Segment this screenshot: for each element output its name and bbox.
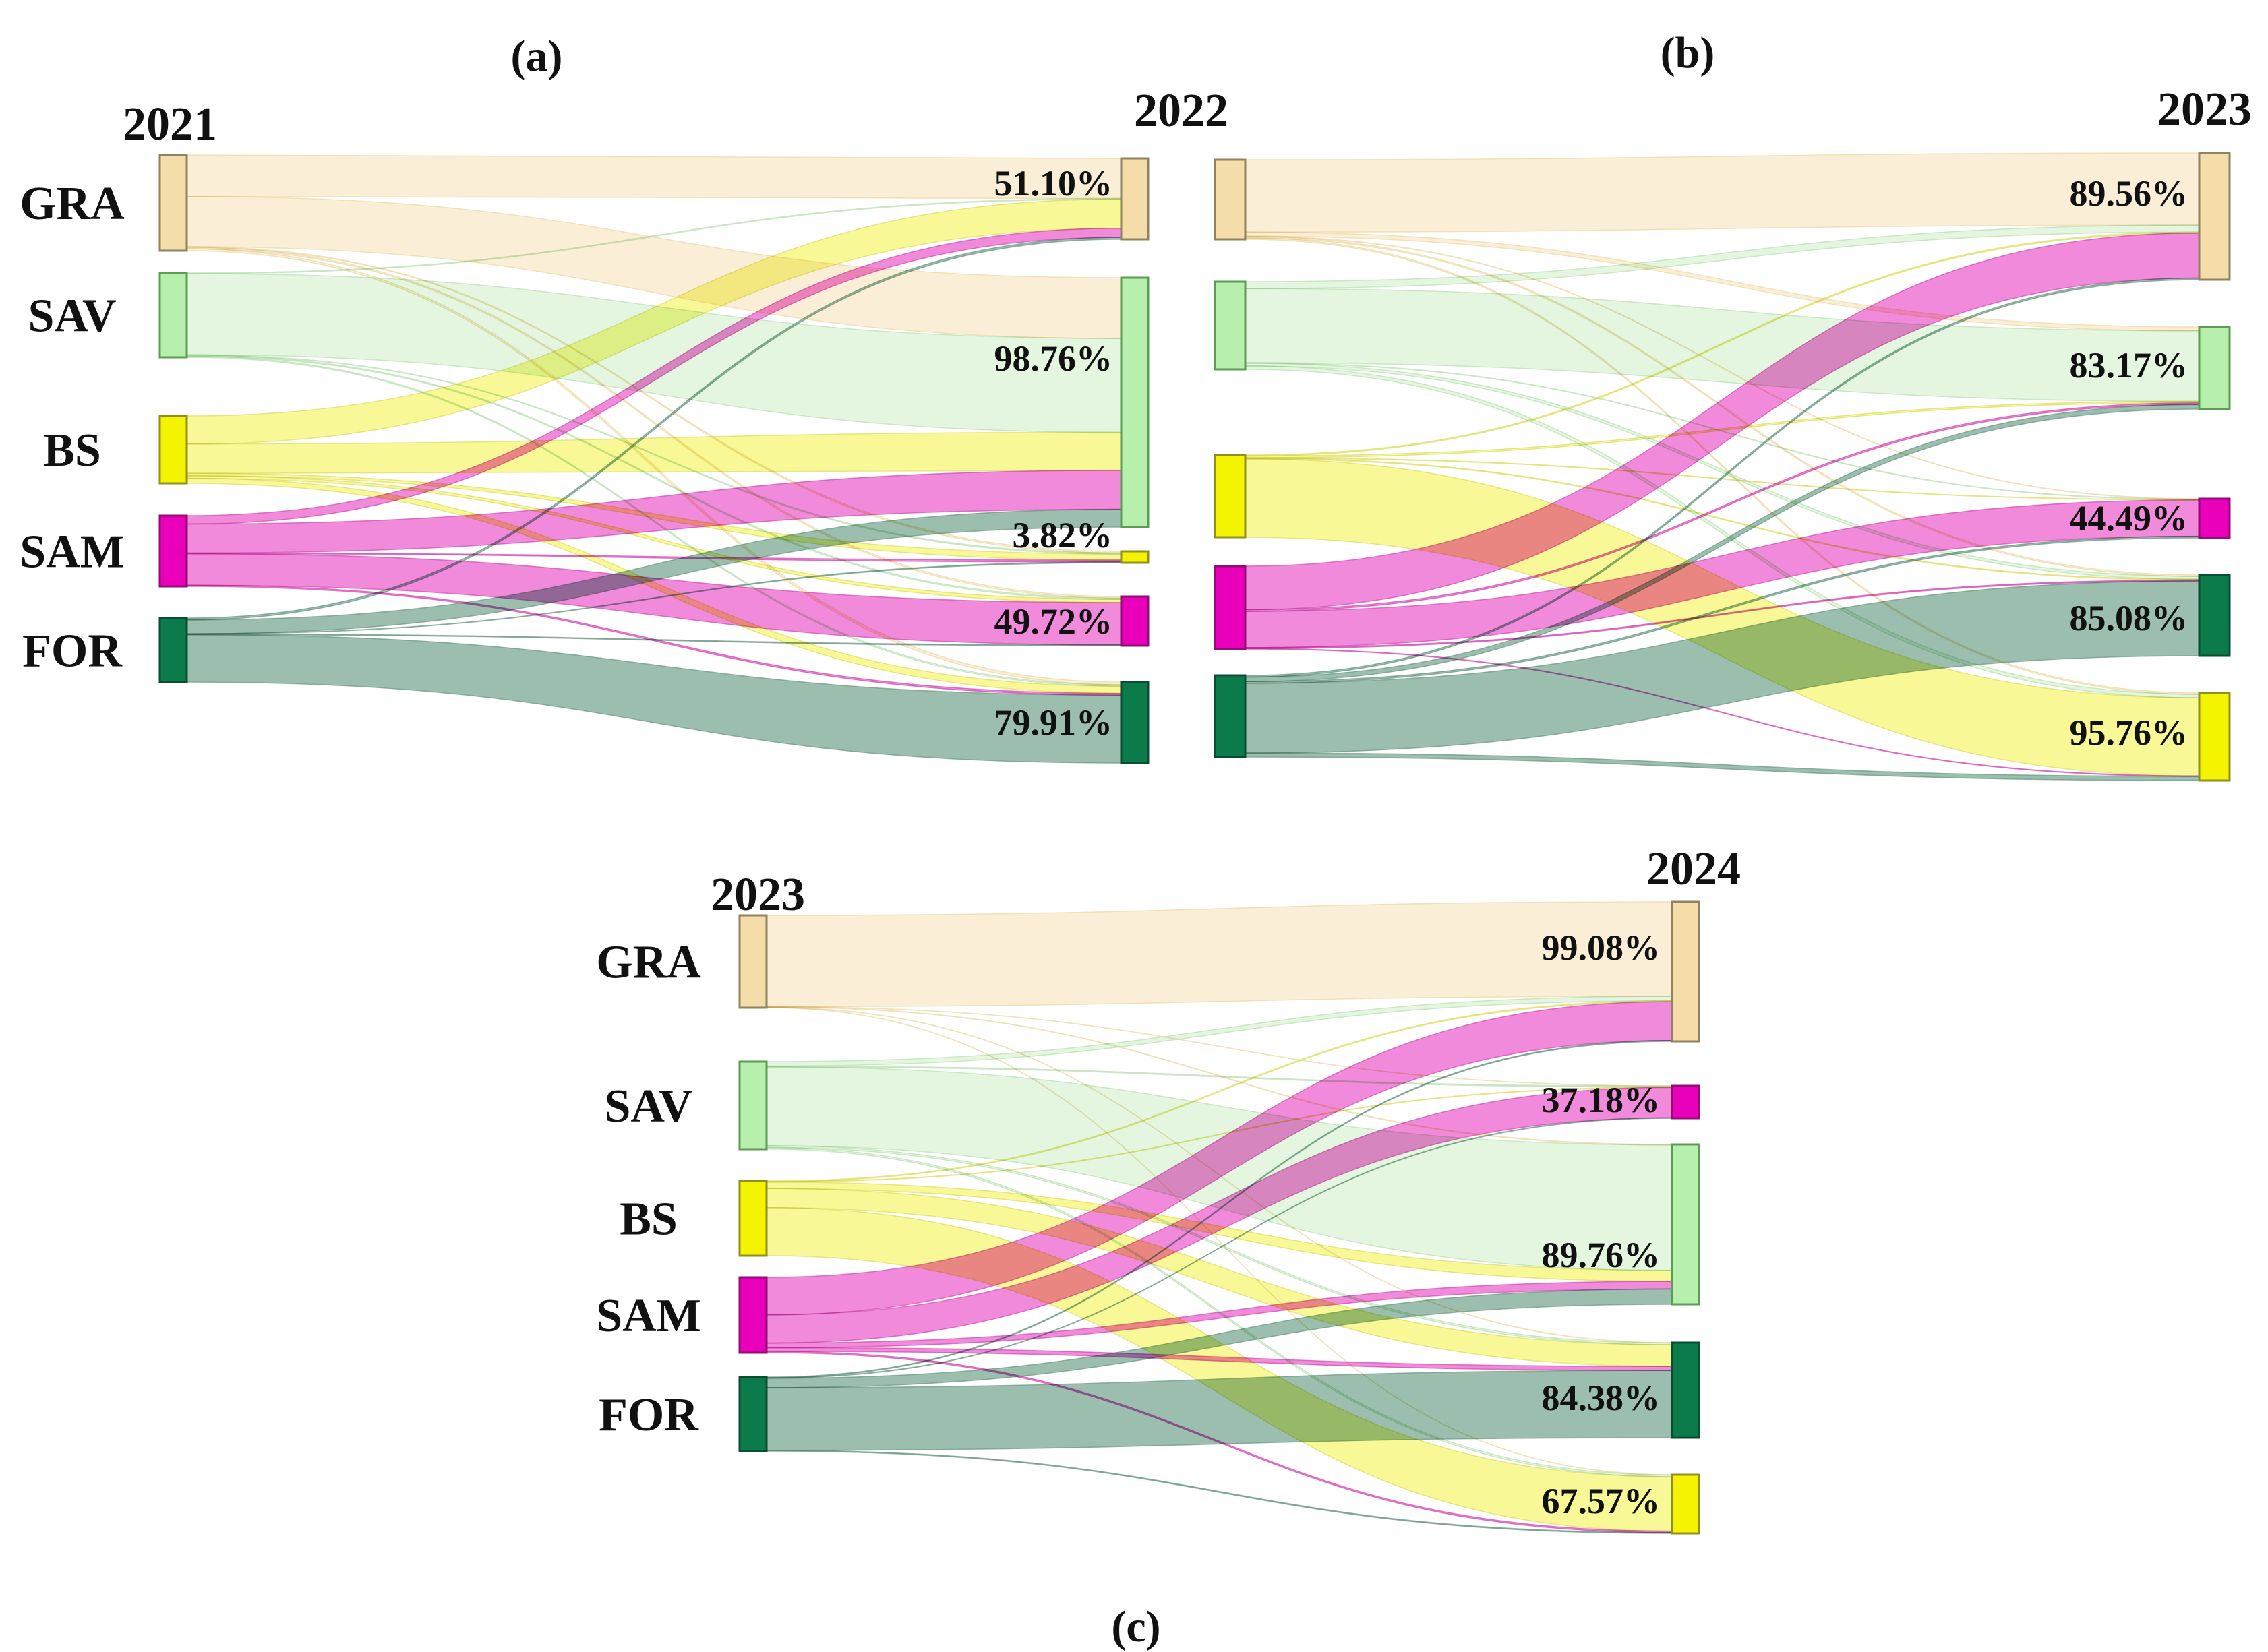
flow-a-FOR-to-FOR — [186, 634, 1122, 764]
persistence-pct-b-SAV: 83.17% — [2070, 345, 2188, 386]
node-b-right-BS — [2198, 692, 2231, 782]
node-a-right-SAV — [1120, 276, 1150, 528]
flow-a-GRA-to-GRA — [186, 154, 1122, 200]
node-a-right-BS — [1120, 550, 1150, 564]
node-a-left-SAV — [158, 272, 188, 359]
node-c-left-SAM — [738, 1276, 768, 1354]
node-a-left-FOR — [158, 617, 188, 683]
node-b-left-SAM — [1214, 565, 1247, 650]
year-label-right-a: 2022 — [1134, 85, 1228, 137]
year-label-left-a: 2021 — [123, 98, 217, 150]
sankey-panel-c: (c) 2023 2024 GRA SAV BS SAM FOR 99.08% 37.18% 89.… — [596, 843, 1741, 1651]
node-b-right-GRA — [2198, 152, 2231, 281]
category-label-a-FOR: FOR — [22, 625, 123, 677]
node-b-left-SAV — [1214, 280, 1247, 371]
node-c-right-SAV — [1671, 1143, 1700, 1306]
persistence-pct-c-GRA: 99.08% — [1542, 927, 1661, 968]
category-label-c-GRA: GRA — [596, 937, 701, 989]
sankey-panel-b: (b) 2023 89.56% 83.17% 44.49% 85.08% 95.76% — [1214, 28, 2252, 782]
year-label-left-c: 2023 — [711, 869, 805, 921]
persistence-pct-a-FOR: 79.91% — [994, 702, 1113, 743]
persistence-pct-c-SAM: 37.18% — [1542, 1080, 1661, 1120]
category-label-a-BS: BS — [43, 425, 101, 477]
persistence-pct-a-BS: 3.82% — [1013, 515, 1113, 555]
category-label-a-GRA: GRA — [20, 178, 125, 230]
node-b-right-SAV — [2198, 326, 2231, 410]
node-a-right-FOR — [1120, 681, 1150, 764]
node-c-left-FOR — [738, 1376, 768, 1452]
flow-c-GRA-to-GRA — [766, 901, 1673, 1008]
persistence-pct-a-GRA: 51.10% — [994, 163, 1113, 204]
persistence-pct-b-BS: 95.76% — [2070, 712, 2188, 753]
persistence-pct-a-SAM: 49.72% — [994, 601, 1113, 642]
year-label-right-b: 2023 — [2157, 84, 2252, 135]
persistence-pct-b-GRA: 89.56% — [2070, 173, 2188, 214]
node-b-right-SAM — [2198, 497, 2231, 539]
node-a-left-SAM — [158, 514, 188, 588]
persistence-pct-a-SAV: 98.76% — [994, 338, 1113, 379]
node-c-left-SAV — [738, 1060, 768, 1151]
node-b-left-GRA — [1214, 158, 1247, 241]
node-c-left-GRA — [738, 914, 768, 1009]
node-b-right-FOR — [2198, 574, 2231, 657]
persistence-pct-b-SAM: 44.49% — [2070, 498, 2188, 539]
panel-label-c: (c) — [1111, 1602, 1160, 1651]
node-c-right-GRA — [1671, 900, 1700, 1043]
node-a-right-GRA — [1120, 157, 1150, 241]
node-b-left-FOR — [1214, 674, 1247, 758]
node-c-right-FOR — [1671, 1341, 1700, 1439]
persistence-pct-c-SAV: 89.76% — [1542, 1235, 1661, 1275]
sankey-panel-a: (a) 2021 2022 GRA SAV BS SAM FOR 51.10% 98.76% 3.8… — [20, 32, 1228, 764]
persistence-pct-c-FOR: 84.38% — [1542, 1378, 1661, 1418]
node-c-right-SAM — [1671, 1084, 1700, 1120]
node-c-left-BS — [738, 1180, 768, 1257]
node-a-left-GRA — [158, 154, 188, 252]
category-label-c-FOR: FOR — [599, 1389, 699, 1441]
year-label-right-c: 2024 — [1646, 843, 1741, 895]
category-label-a-SAM: SAM — [20, 526, 125, 578]
persistence-pct-c-BS: 67.57% — [1542, 1481, 1661, 1521]
category-label-c-SAM: SAM — [596, 1290, 701, 1342]
flow-b-GRA-to-GRA — [1245, 152, 2200, 233]
category-label-a-SAV: SAV — [28, 290, 116, 342]
panel-label-a: (a) — [511, 32, 563, 81]
node-a-left-BS — [158, 415, 188, 485]
persistence-pct-b-FOR: 85.08% — [2070, 598, 2188, 638]
node-b-left-BS — [1214, 454, 1247, 539]
node-c-right-BS — [1671, 1473, 1700, 1535]
panel-label-b: (b) — [1661, 28, 1715, 78]
node-a-right-SAM — [1120, 595, 1150, 647]
category-label-c-SAV: SAV — [604, 1080, 692, 1132]
flow-b-SAM-to-GRA — [1245, 233, 2200, 611]
category-label-c-BS: BS — [620, 1194, 678, 1246]
